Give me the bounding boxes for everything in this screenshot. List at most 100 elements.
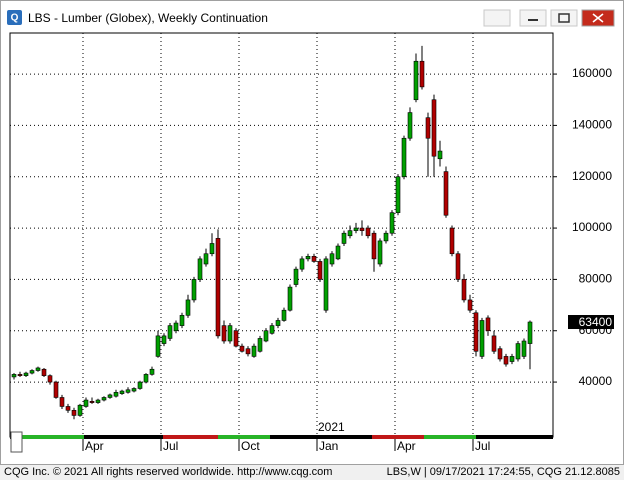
- candle-body: [245, 348, 251, 355]
- year-label: 2021: [318, 420, 345, 434]
- candle-body: [317, 261, 323, 280]
- candle-body: [65, 406, 71, 411]
- candle-body: [125, 389, 131, 393]
- x-tick-label: Apr: [397, 439, 416, 453]
- y-tick-label: 160000: [572, 66, 612, 80]
- season-bar: [22, 435, 84, 439]
- candle-body: [323, 258, 329, 311]
- candle-body: [389, 212, 395, 234]
- footer-right: LBS,W | 09/17/2021 17:24:55, CQG 21.12.8…: [387, 466, 620, 478]
- candle-body: [11, 374, 17, 378]
- candle-body: [227, 325, 233, 342]
- candle-body: [77, 404, 83, 416]
- window-title: LBS - Lumber (Globex), Weekly Continuati…: [28, 11, 268, 25]
- candle-body: [29, 370, 35, 374]
- candle-body: [479, 320, 485, 357]
- candle-body: [419, 60, 425, 88]
- candle-body: [131, 388, 137, 392]
- candle-body: [287, 286, 293, 311]
- candle-body: [443, 171, 449, 216]
- candle-body: [515, 343, 521, 360]
- candle-body: [401, 137, 407, 178]
- maximize-glyph: [558, 13, 570, 23]
- candle-body: [89, 401, 95, 403]
- candle-body: [23, 372, 29, 376]
- app-icon-glyph: Q: [11, 13, 19, 24]
- candle-body: [527, 321, 533, 344]
- candle-body: [449, 227, 455, 255]
- close-glyph: [592, 13, 604, 23]
- last-value-box: [568, 315, 614, 330]
- candle-body: [503, 356, 509, 365]
- footer-left: CQG Inc. © 2021 All rights reserved worl…: [4, 466, 332, 478]
- candle-body: [377, 240, 383, 265]
- candle-body: [47, 375, 53, 383]
- y-tick-label: 140000: [572, 118, 612, 132]
- candle-body: [497, 348, 503, 360]
- candle-body: [209, 243, 215, 255]
- candle-body: [365, 227, 371, 237]
- candle-body: [257, 338, 263, 352]
- candle-body: [281, 309, 287, 321]
- candle-body: [335, 245, 341, 260]
- plot-area: [9, 32, 554, 438]
- candle-body: [185, 299, 191, 316]
- candle-body: [299, 258, 305, 270]
- candle-body: [461, 279, 467, 301]
- candle-body: [203, 253, 209, 265]
- candle-body: [293, 268, 299, 285]
- candle-body: [263, 330, 269, 342]
- candle-body: [233, 330, 239, 347]
- x-tick-label: Oct: [241, 439, 260, 453]
- candle-body: [119, 390, 125, 394]
- candle-body: [329, 253, 335, 265]
- last-value-label: 63400: [579, 315, 613, 329]
- candle-body: [491, 335, 497, 352]
- scroll-handle[interactable]: [10, 431, 23, 453]
- minimize-button[interactable]: [519, 9, 547, 27]
- candle-body: [215, 238, 221, 337]
- candle-body: [17, 374, 23, 376]
- candle-body: [521, 340, 527, 357]
- link-button[interactable]: [483, 9, 511, 27]
- candle-body: [359, 227, 365, 231]
- candle-body: [467, 299, 473, 311]
- candle-body: [269, 325, 275, 334]
- x-tick-label: Jan: [319, 439, 338, 453]
- candle-body: [95, 399, 101, 403]
- candle-body: [305, 256, 311, 260]
- candle-body: [353, 227, 359, 231]
- candle-body: [221, 325, 227, 342]
- candle-body: [35, 367, 41, 371]
- candle-body: [41, 368, 47, 376]
- candle-body: [509, 356, 515, 362]
- candle-body: [173, 322, 179, 332]
- candle-body: [197, 258, 203, 280]
- app-icon: [7, 10, 22, 25]
- candle-body: [107, 394, 113, 398]
- candle-body: [311, 256, 317, 262]
- candle-body: [347, 230, 353, 237]
- candle-body: [371, 232, 377, 260]
- season-bar: [218, 435, 270, 439]
- candle-body: [341, 232, 347, 244]
- season-bar-base: [10, 435, 553, 439]
- season-bar: [163, 435, 218, 439]
- y-tick-label: 40000: [579, 374, 613, 388]
- candle-body: [275, 320, 281, 326]
- y-tick-label: 80000: [579, 272, 613, 286]
- candle-body: [155, 335, 161, 357]
- candle-body: [53, 381, 59, 398]
- candle-body: [113, 392, 119, 397]
- candle-body: [59, 397, 65, 407]
- candle-body: [167, 325, 173, 339]
- candle-body: [71, 410, 77, 416]
- candle-body: [179, 315, 185, 326]
- candle-body: [431, 99, 437, 157]
- candle-body: [149, 368, 155, 375]
- candle-body: [413, 60, 419, 101]
- candle-body: [395, 176, 401, 213]
- candle-body: [425, 117, 431, 139]
- maximize-button[interactable]: [550, 9, 578, 27]
